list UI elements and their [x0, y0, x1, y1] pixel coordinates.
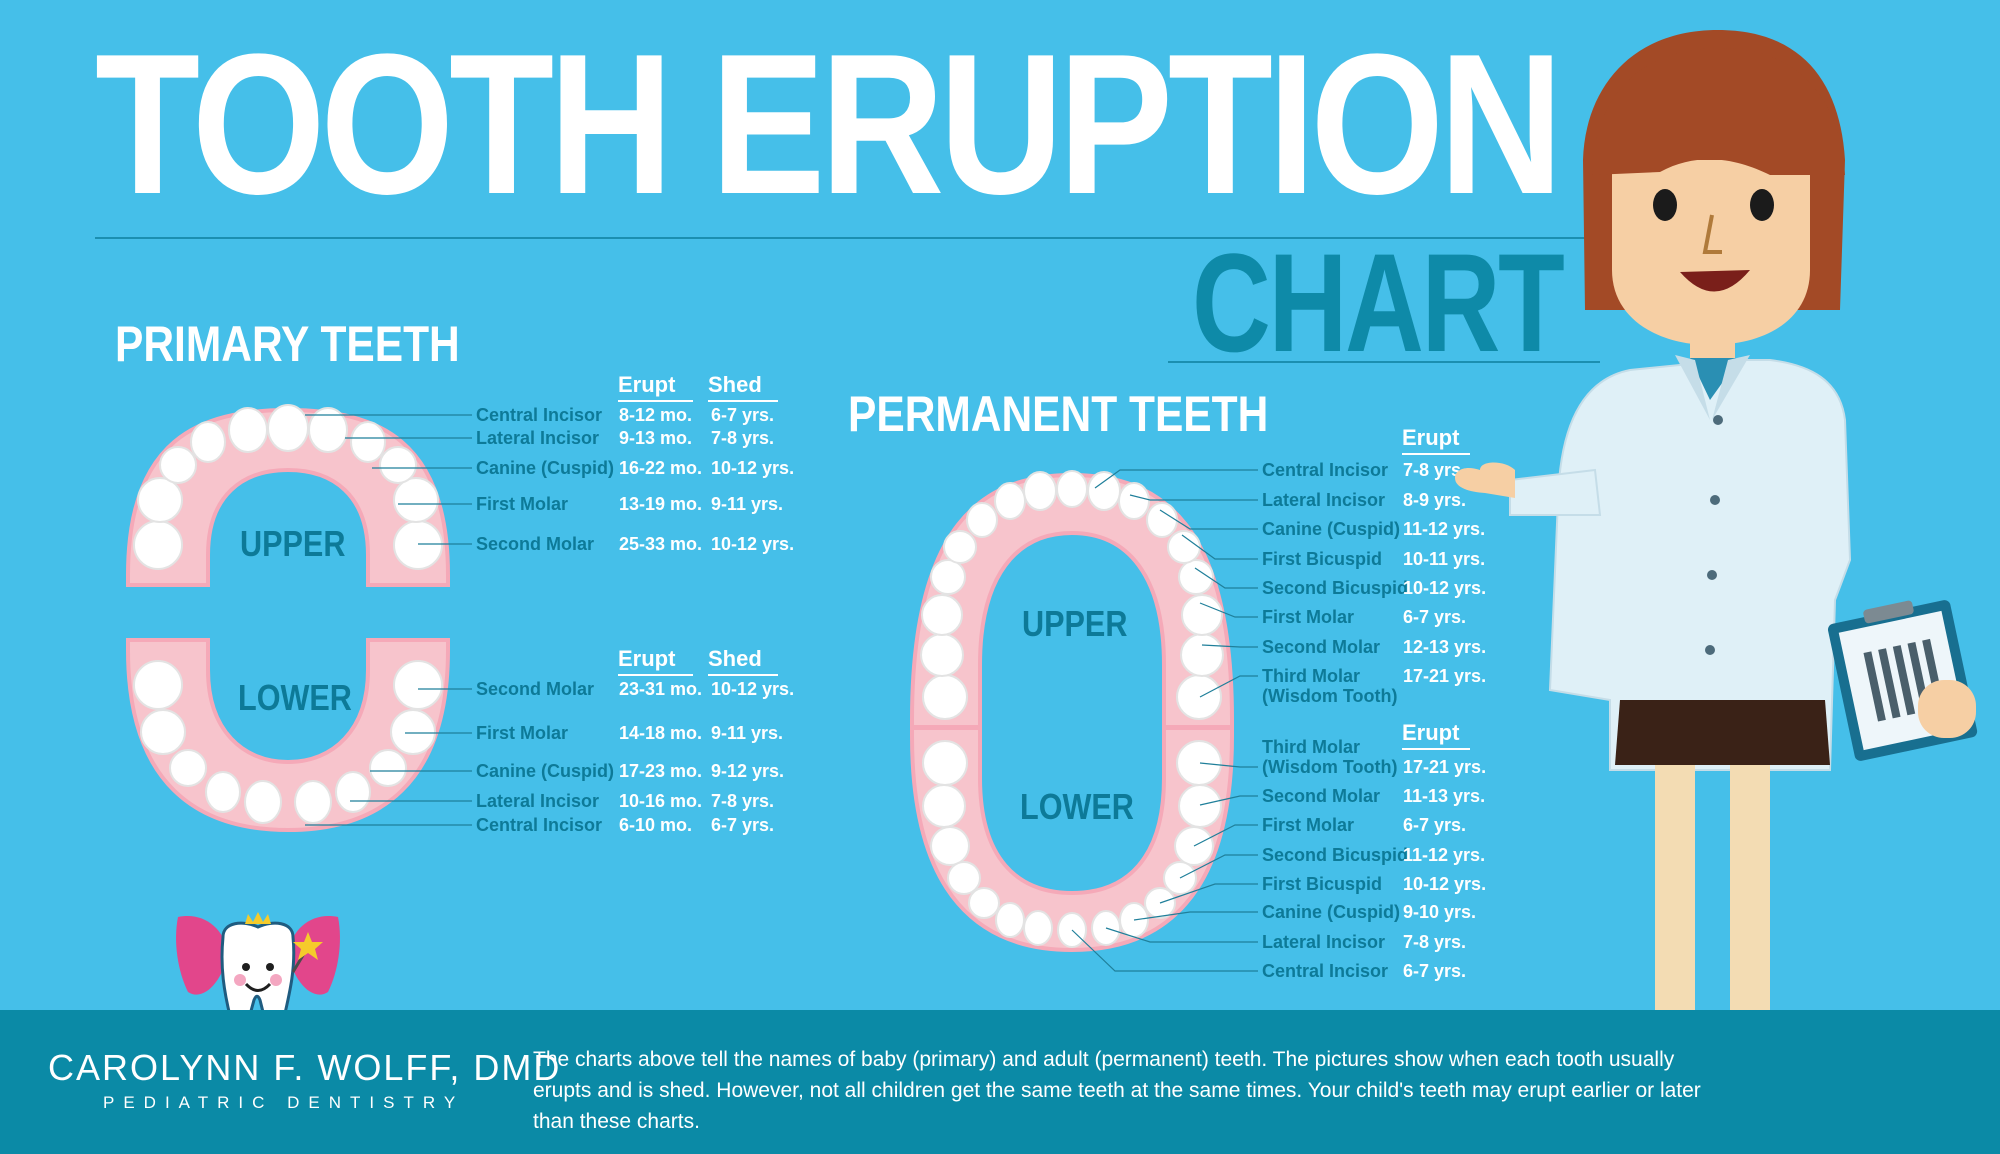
permanent-lower-erupt: 6-7 yrs. [1403, 815, 1467, 835]
permanent-lower-name-sub: (Wisdom Tooth) [1262, 757, 1398, 777]
permanent-lower-erupt: 9-10 yrs. [1403, 902, 1477, 922]
primary-upper-shed-header: Shed [708, 372, 778, 402]
permanent-lower-name: Lateral Incisor [1262, 932, 1386, 952]
primary-lower-name: Canine (Cuspid) [476, 761, 614, 781]
primary-heading: PRIMARY TEETH [115, 316, 460, 372]
permanent-lower-label: LOWER [1020, 786, 1134, 827]
primary-upper-erupt: 8-12 mo. [619, 405, 693, 425]
primary-lower-erupt: 17-23 mo. [619, 761, 703, 781]
permanent-upper-erupt: 11-12 yrs. [1403, 519, 1486, 539]
page-subtitle: CHART [1192, 224, 1565, 381]
permanent-upper-erupt: 6-7 yrs. [1403, 607, 1467, 627]
page-title: TOOTH ERUPTION [95, 13, 1563, 236]
title-underline [95, 237, 1600, 239]
primary-upper-name: Canine (Cuspid) [476, 458, 614, 478]
primary-lower-shed: 9-12 yrs. [711, 761, 785, 781]
brand-name: CAROLYNN F. WOLFF, DMD [48, 1047, 562, 1088]
primary-lower-erupt: 14-18 mo. [619, 723, 703, 743]
permanent-upper-erupt: 7-8 yrs. [1403, 460, 1467, 480]
primary-upper-name: Second Molar [476, 534, 595, 554]
primary-lower-name: Central Incisor [476, 815, 603, 835]
primary-lower-shed: 6-7 yrs. [711, 815, 775, 835]
primary-lower-shed: 9-11 yrs. [711, 723, 784, 743]
clipboard-icon [1827, 600, 1978, 761]
permanent-lower-name: Central Incisor [1262, 961, 1389, 981]
permanent-lower-name: Second Bicuspid [1262, 845, 1409, 865]
primary-upper-shed: 10-12 yrs. [711, 458, 795, 478]
primary-lower-shed: 10-12 yrs. [711, 679, 795, 699]
permanent-lower-name: First Bicuspid [1262, 874, 1383, 894]
primary-lower-label: LOWER [238, 677, 352, 718]
permanent-upper-name: Central Incisor [1262, 460, 1389, 480]
primary-lower-name: First Molar [476, 723, 569, 743]
permanent-upper-name: Lateral Incisor [1262, 490, 1386, 510]
permanent-upper-erupt: 10-12 yrs. [1403, 578, 1487, 598]
footer-bar [0, 1010, 2000, 1154]
primary-upper-erupt: 9-13 mo. [619, 428, 693, 448]
permanent-heading: PERMANENT TEETH [848, 386, 1269, 442]
primary-upper-name: First Molar [476, 494, 569, 514]
permanent-upper-erupt-header: Erupt [1402, 425, 1470, 455]
primary-lower-shed-header: Shed [708, 646, 778, 676]
permanent-lower-erupt: 11-12 yrs. [1403, 845, 1486, 865]
brand-subtitle: PEDIATRIC DENTISTRY [103, 1093, 465, 1112]
primary-upper-shed: 6-7 yrs. [711, 405, 775, 425]
permanent-lower-erupt: 17-21 yrs. [1403, 757, 1487, 777]
primary-upper-shed: 7-8 yrs. [711, 428, 775, 448]
holding-hand [1918, 680, 1976, 738]
dentist-illustration-icon [1455, 30, 1852, 1080]
primary-lower-erupt: 6-10 mo. [619, 815, 693, 835]
primary-lower-erupt: 10-16 mo. [619, 791, 703, 811]
permanent-upper-name: First Molar [1262, 607, 1355, 627]
permanent-upper-name: Second Molar [1262, 637, 1381, 657]
primary-lower-shed: 7-8 yrs. [711, 791, 775, 811]
subtitle-underline [1168, 361, 1600, 363]
primary-lower-arch [126, 638, 450, 833]
permanent-lower-erupt: 6-7 yrs. [1403, 961, 1467, 981]
primary-upper-label: UPPER [240, 523, 346, 564]
permanent-lower-name: Canine (Cuspid) [1262, 902, 1400, 922]
permanent-upper-label: UPPER [1022, 603, 1128, 644]
permanent-upper-name: Third Molar [1262, 666, 1360, 686]
permanent-upper-erupt: 8-9 yrs. [1403, 490, 1467, 510]
permanent-lower-erupt: 10-12 yrs. [1403, 874, 1487, 894]
tooth-fairy-logo-icon [176, 912, 340, 1032]
primary-upper-arch [126, 404, 450, 587]
permanent-upper-name: First Bicuspid [1262, 549, 1383, 569]
permanent-upper-name: Canine (Cuspid) [1262, 519, 1400, 539]
primary-upper-shed: 9-11 yrs. [711, 494, 784, 514]
permanent-lower-erupt: 11-13 yrs. [1403, 786, 1486, 806]
primary-upper-erupt: 16-22 mo. [619, 458, 703, 478]
primary-lower-erupt-header: Erupt [618, 646, 693, 676]
permanent-lower-name: First Molar [1262, 815, 1355, 835]
primary-upper-erupt: 13-19 mo. [619, 494, 703, 514]
permanent-upper-erupt: 10-11 yrs. [1403, 549, 1486, 569]
permanent-lower-name: Third Molar [1262, 737, 1360, 757]
primary-lower-name: Second Molar [476, 679, 595, 699]
permanent-upper-name-sub: (Wisdom Tooth) [1262, 686, 1398, 706]
permanent-lower-erupt: 7-8 yrs. [1403, 932, 1467, 952]
footer-note: The charts above tell the names of baby … [533, 1048, 1701, 1133]
permanent-lower-erupt-header: Erupt [1402, 720, 1470, 750]
primary-upper-erupt: 25-33 mo. [619, 534, 703, 554]
primary-upper-shed: 10-12 yrs. [711, 534, 795, 554]
permanent-lower-name: Second Molar [1262, 786, 1381, 806]
permanent-lower-arch [910, 726, 1234, 953]
permanent-upper-name: Second Bicuspid [1262, 578, 1409, 598]
permanent-upper-arch [910, 470, 1234, 729]
primary-upper-name: Central Incisor [476, 405, 603, 425]
permanent-upper-erupt: 12-13 yrs. [1403, 637, 1487, 657]
primary-upper-name: Lateral Incisor [476, 428, 600, 448]
primary-lower-name: Lateral Incisor [476, 791, 600, 811]
primary-upper-erupt-header: Erupt [618, 372, 693, 402]
permanent-upper-erupt: 17-21 yrs. [1403, 666, 1487, 686]
primary-lower-erupt: 23-31 mo. [619, 679, 703, 699]
